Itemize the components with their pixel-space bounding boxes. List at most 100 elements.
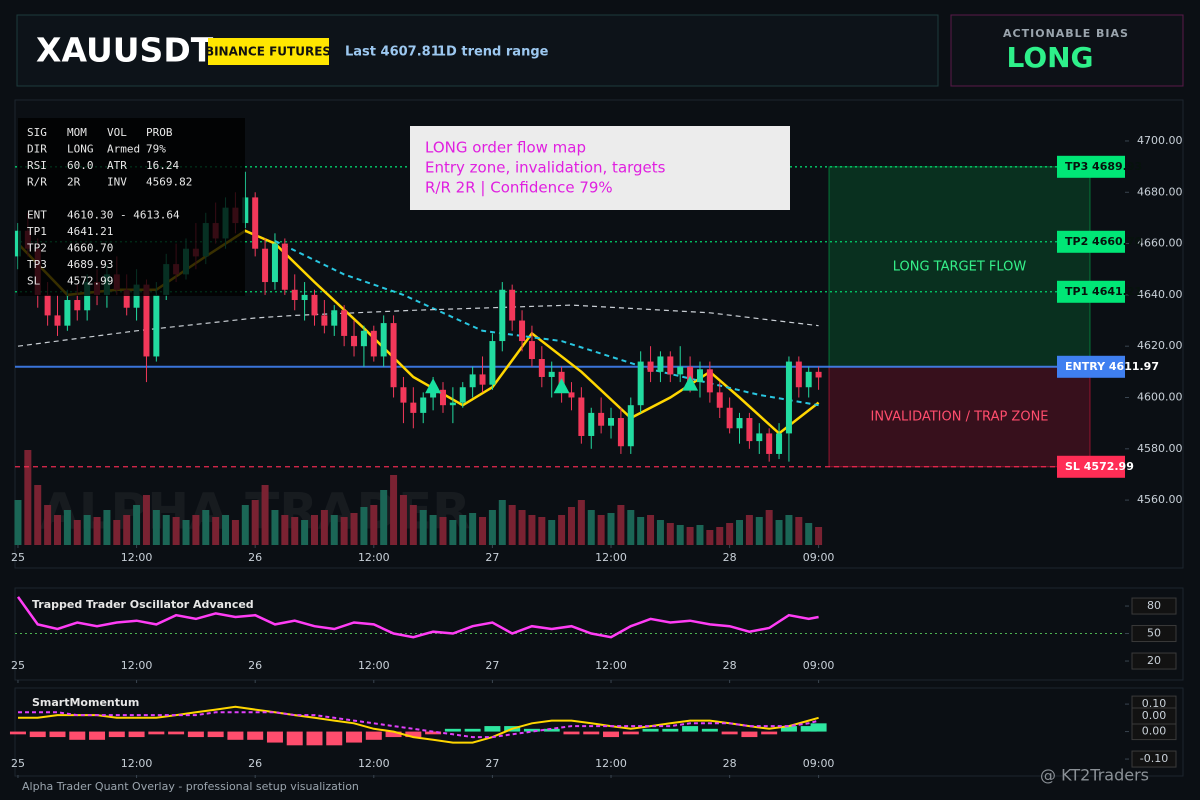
candle-body [548,371,555,377]
volume-bar [419,510,427,545]
candle-body [766,433,773,454]
y-tick-label: 4600.00 [1137,390,1183,403]
candle-body [637,361,644,406]
info-cell: Armed [107,143,140,156]
volume-bar [726,523,734,545]
candle-body [133,284,140,308]
volume-bar [815,527,823,545]
y-tick-label: 4680.00 [1137,185,1183,198]
momentum-bar [326,731,343,746]
volume-bar [310,515,318,545]
y-tick-label: 4560.00 [1137,493,1183,506]
volume-bar [498,500,506,545]
candle-body [706,369,713,393]
volume-bar [231,520,239,545]
volume-bar [479,517,487,545]
volume-bar [805,523,813,545]
candle-body [479,374,486,385]
level-tag-label: TP1 4641.21 [1065,285,1142,298]
volume-bar [380,490,388,545]
volume-bar [785,515,793,545]
info-cell: VOL [107,126,127,139]
x-tick-label: 27 [485,757,499,770]
candle-body [271,243,278,283]
candle-body [627,405,634,447]
momentum-bar [187,731,204,738]
candle-body [608,418,615,426]
x-tick-label: 09:00 [803,551,835,564]
x-tick-label: 12:00 [595,551,627,564]
candle-body [153,294,160,357]
x-tick-label: 28 [723,757,737,770]
info-cell: RSI [27,159,47,172]
candle-body [252,197,259,249]
volume-bar [716,527,724,545]
volume-bar [399,495,407,545]
price-panel [14,99,1184,569]
level-tag-label: TP2 4660.70 [1065,235,1142,248]
y-tick-box [1131,750,1177,768]
candle-body [716,392,723,408]
x-tick-label: 12:00 [595,659,627,672]
volume-bar [775,520,783,545]
candle-body [311,294,318,316]
info-cell: R/R [27,176,47,189]
trend-range: 1D trend range [437,45,549,60]
volume-bar [656,520,664,545]
momentum-bar [49,731,66,738]
bias-box [950,14,1184,87]
candle-body [74,300,81,311]
candle-body [430,389,437,398]
y-tick-label: 80 [1147,599,1161,612]
candle-body [667,356,674,375]
info-cell: 4660.70 [67,242,113,255]
momentum-bar [405,731,422,738]
candle-body [795,361,802,388]
x-tick-label: 26 [248,551,262,564]
x-tick-label: 27 [485,551,499,564]
volume-bar [54,515,62,545]
candle-body [44,294,51,316]
candle-body [538,359,545,377]
x-tick-label: 25 [11,551,25,564]
y-tick-label: 4700.00 [1137,134,1183,147]
level-tag-label: SL 4572.99 [1065,460,1134,473]
candle-body [696,369,703,383]
info-cell: ATR [107,159,127,172]
volume-bar [152,510,160,545]
volume-bar [736,520,744,545]
info-cell: TP1 [27,225,47,238]
info-panel [18,118,245,296]
momentum-bar [266,731,283,743]
momentum-bar [741,731,758,738]
y-tick-label: 0.10 [1142,697,1167,710]
level-tag-label: TP3 4689.93 [1065,160,1142,173]
volume-bar [429,515,437,545]
momentum-bar [425,731,442,735]
momentum-bar [227,731,244,740]
volume-bar [647,515,655,545]
x-tick-label: 12:00 [358,551,390,564]
candle-body [143,284,150,357]
volume-bar [528,515,536,545]
candle-body [123,289,130,308]
momentum-bar [761,731,778,735]
exchange-tag [208,38,329,65]
volume-bar [212,517,220,545]
candle-body [370,330,377,357]
candle-body [321,315,328,326]
volume-bar [686,527,694,545]
momentum-bar [780,726,797,732]
info-rows: SIG MOM VOL PROB DIR LONG Armed 79% RSI 60.0 ATR 16… [27,126,192,288]
momentum-bar [9,731,26,735]
candle-body [380,323,387,357]
momentum-bar [721,731,738,735]
momentum-line [18,711,819,739]
info-cell: ENT [27,209,47,222]
info-cell: 16.24 [146,159,179,172]
symbol: XAUUSDT [36,31,214,70]
momentum-bar [207,731,224,738]
x-tick-label: 09:00 [803,757,835,770]
volume-bar [34,485,42,545]
info-cell: TP2 [27,242,47,255]
